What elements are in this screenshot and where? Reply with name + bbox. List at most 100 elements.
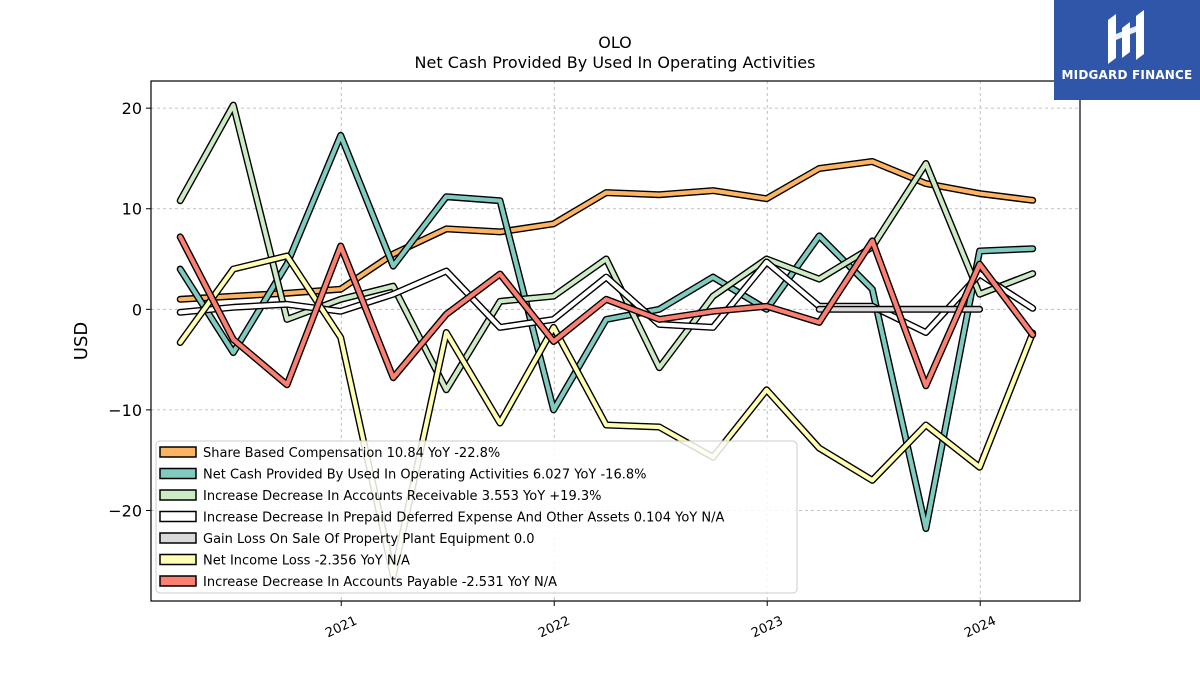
- x-tick-label: 2024: [962, 614, 998, 642]
- data-point: [979, 250, 981, 252]
- brand-name: MIDGARD FINANCE: [1061, 68, 1193, 82]
- data-point: [712, 276, 714, 278]
- x-tick-label: 2021: [323, 614, 359, 642]
- data-point: [818, 308, 820, 310]
- series-outline-increase-decrease-in-accounts-receivable: [176, 101, 1037, 394]
- data-point: [499, 326, 501, 328]
- data-point: [553, 340, 555, 343]
- data-point: [392, 377, 394, 379]
- data-point: [232, 104, 234, 106]
- data-point: [1032, 334, 1034, 336]
- legend: Share Based Compensation 10.84 YoY -22.8…: [155, 440, 798, 594]
- y-tick-label: 10: [122, 200, 142, 219]
- data-point: [232, 268, 234, 270]
- data-point: [712, 190, 714, 192]
- chart-subtitle: Net Cash Provided By Used In Operating A…: [415, 53, 816, 72]
- legend-swatch: [159, 510, 197, 523]
- data-point: [658, 323, 660, 325]
- data-point: [605, 298, 607, 300]
- data-point: [286, 318, 288, 320]
- data-point: [499, 422, 501, 424]
- data-point: [232, 295, 234, 297]
- data-point: [392, 265, 394, 267]
- data-point: [553, 295, 555, 297]
- data-point: [979, 273, 981, 275]
- data-point: [658, 194, 660, 196]
- data-point: [1032, 248, 1034, 250]
- data-point: [1032, 307, 1034, 309]
- data-point: [766, 389, 768, 391]
- data-point: [658, 367, 660, 369]
- data-point: [871, 288, 873, 290]
- data-point: [286, 292, 288, 294]
- data-point: [232, 338, 234, 341]
- data-point: [340, 336, 342, 339]
- data-point: [818, 447, 820, 449]
- legend-box: [155, 440, 798, 594]
- legend-swatch: [159, 467, 197, 480]
- data-point: [712, 326, 714, 328]
- data-point: [979, 263, 981, 265]
- data-point: [553, 326, 555, 328]
- legend-swatch: [159, 575, 197, 587]
- data-point: [340, 298, 342, 300]
- data-point: [925, 162, 927, 165]
- data-point: [979, 466, 981, 468]
- data-point: [340, 310, 342, 312]
- data-point: [286, 263, 288, 265]
- data-point: [818, 167, 820, 170]
- y-axis-label: USD: [71, 322, 92, 360]
- data-point: [605, 192, 607, 194]
- data-point: [232, 352, 234, 354]
- data-point: [499, 300, 501, 302]
- data-point: [925, 183, 927, 185]
- legend-entry-label: Increase Decrease In Prepaid Deferred Ex…: [203, 511, 724, 526]
- data-point: [871, 160, 873, 163]
- data-point: [179, 268, 181, 270]
- data-point: [445, 313, 447, 315]
- data-point: [340, 245, 342, 247]
- data-point: [232, 306, 234, 308]
- logo-mark-icon: [1108, 10, 1144, 64]
- data-point: [766, 198, 768, 200]
- data-point: [179, 341, 181, 344]
- data-point: [871, 479, 873, 481]
- data-point: [179, 200, 181, 202]
- data-point: [553, 409, 555, 411]
- data-point: [1032, 199, 1034, 201]
- data-point: [712, 310, 714, 312]
- data-point: [925, 308, 927, 310]
- data-point: [979, 193, 981, 195]
- data-point: [605, 276, 607, 278]
- legend-entry-label: Increase Decrease In Accounts Receivable…: [203, 489, 601, 504]
- data-point: [925, 528, 927, 530]
- data-point: [286, 255, 288, 257]
- data-point: [1032, 273, 1034, 275]
- data-point: [658, 426, 660, 428]
- data-point: [979, 308, 981, 310]
- data-point: [286, 303, 288, 305]
- x-tick-label: 2022: [536, 614, 572, 642]
- data-point: [712, 295, 714, 297]
- data-point: [445, 228, 447, 230]
- data-point: [979, 293, 981, 295]
- data-point: [818, 235, 820, 237]
- legend-swatch: [159, 553, 197, 566]
- legend-swatch: [159, 532, 197, 544]
- y-tick-label: 20: [122, 99, 142, 118]
- legend-entry-label: Share Based Compensation 10.84 YoY -22.8…: [203, 446, 500, 461]
- data-point: [445, 270, 447, 272]
- data-point: [445, 331, 447, 334]
- data-point: [340, 134, 342, 136]
- data-point: [392, 293, 394, 295]
- data-point: [925, 385, 927, 387]
- data-point: [499, 273, 501, 275]
- series-line-increase-decrease-in-accounts-receivable: [178, 102, 1035, 392]
- data-point: [445, 389, 447, 391]
- data-point: [766, 261, 768, 263]
- y-tick-label: −10: [108, 401, 142, 420]
- data-point: [286, 384, 288, 386]
- series-group: [176, 101, 1037, 580]
- legend-entry-label: Net Income Loss -2.356 YoY N/A: [203, 554, 410, 569]
